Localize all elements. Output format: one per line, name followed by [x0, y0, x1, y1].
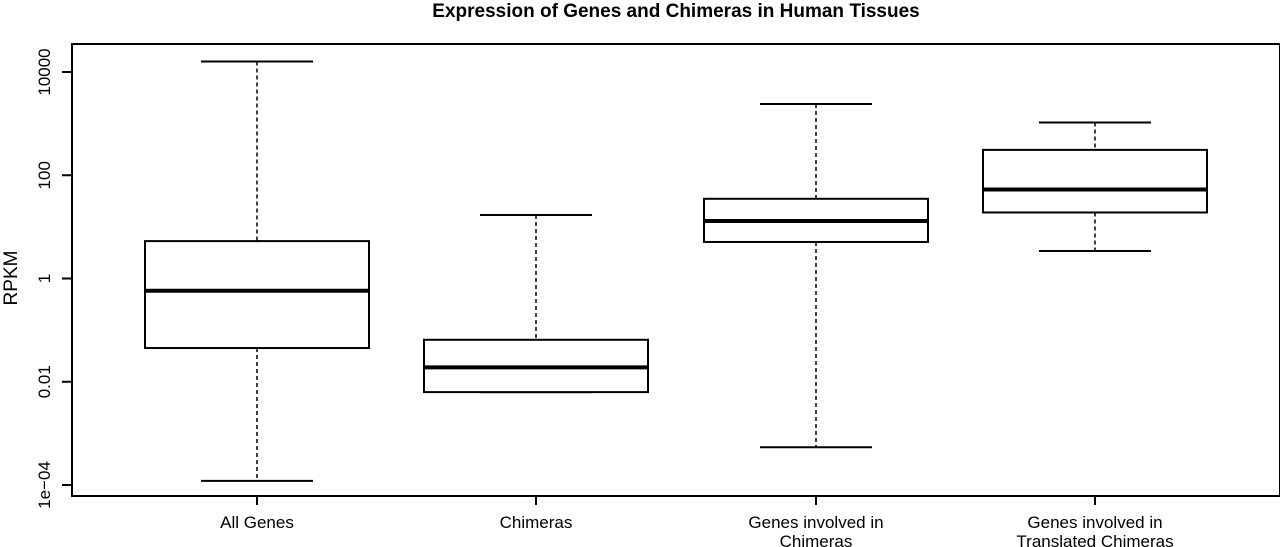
- x-tick-label: Genes involved in: [1027, 513, 1162, 532]
- box-plot-1: [144, 60, 370, 482]
- interquartile-box: [982, 148, 1208, 214]
- interquartile-box: [144, 240, 370, 350]
- y-tick-label: 100: [35, 161, 54, 189]
- y-tick-label: 0.01: [35, 365, 54, 398]
- x-tick-label: Chimeras: [500, 513, 573, 532]
- y-axis-label: RPKM: [1, 251, 22, 306]
- y-tick-label: 10000: [35, 48, 54, 95]
- x-tick-label: Translated Chimeras: [1016, 532, 1173, 547]
- x-tick-label: Genes involved in: [748, 513, 883, 532]
- y-tick-label: 1: [35, 274, 54, 283]
- y-axis-title: RPKM: [1, 251, 22, 306]
- box-plot-3: [703, 102, 929, 449]
- box-plot-4: [982, 121, 1208, 253]
- box-series: [144, 60, 1208, 482]
- y-axis: 1e−04 0.01 1 100 10000: [35, 48, 73, 509]
- y-tick-label: 1e−04: [35, 461, 54, 509]
- x-tick-label: All Genes: [220, 513, 294, 532]
- box-plot-2: [423, 213, 649, 394]
- x-axis: All Genes Chimeras Genes involved inChimer…: [220, 496, 1174, 547]
- x-tick-label: Chimeras: [780, 532, 853, 547]
- chart-title: Expression of Genes and Chimeras in Huma…: [432, 1, 919, 22]
